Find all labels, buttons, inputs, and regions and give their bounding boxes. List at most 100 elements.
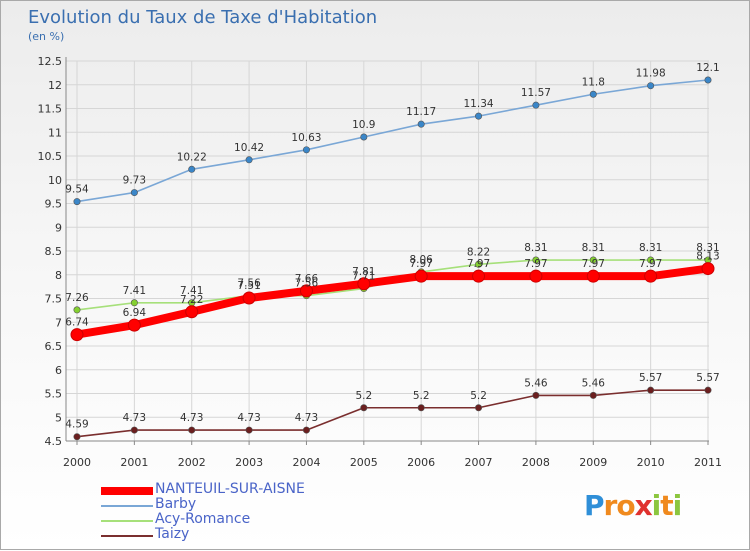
data-point xyxy=(70,328,84,342)
series-line-barby xyxy=(76,79,709,203)
x-tick-label: 2006 xyxy=(407,456,435,469)
data-point xyxy=(188,426,196,434)
data-label: 7.71 xyxy=(352,271,375,283)
logo-letter: x xyxy=(634,489,653,522)
data-point xyxy=(586,269,600,283)
series-line-taizy xyxy=(76,389,709,438)
data-label: 11.34 xyxy=(464,98,494,110)
data-label: 4.73 xyxy=(295,412,318,424)
data-point xyxy=(589,256,597,264)
data-point xyxy=(644,269,658,283)
legend-label: Acy-Romance xyxy=(155,511,251,527)
data-point xyxy=(73,433,81,441)
y-tick-label: 7 xyxy=(55,316,62,329)
data-label: 12.1 xyxy=(696,62,719,74)
data-label: 8.31 xyxy=(524,242,547,254)
data-point xyxy=(302,426,310,434)
data-label: 7.81 xyxy=(352,266,375,278)
gridlines xyxy=(66,60,709,442)
x-tick-label: 2001 xyxy=(120,456,148,469)
y-tick-label: 10.5 xyxy=(38,150,63,163)
data-label: 7.97 xyxy=(524,258,547,270)
data-label: 5.57 xyxy=(696,372,719,384)
legend-swatch xyxy=(101,520,153,522)
x-tick-label: 2002 xyxy=(178,456,206,469)
chart-title: Evolution du Taux de Taxe d'Habitation xyxy=(28,7,378,28)
data-point xyxy=(532,391,540,399)
logo-letter: i xyxy=(672,489,683,522)
y-tick-label: 8.5 xyxy=(45,245,63,258)
data-point xyxy=(357,277,371,291)
logo-letter: P xyxy=(584,489,605,522)
data-label: 11.17 xyxy=(406,106,436,118)
data-label: 10.63 xyxy=(291,132,321,144)
data-point xyxy=(475,404,483,412)
data-label: 5.46 xyxy=(582,377,606,389)
data-point xyxy=(529,269,543,283)
data-point xyxy=(130,299,138,307)
data-label: 8.22 xyxy=(467,246,490,258)
data-label: 11.98 xyxy=(636,68,666,80)
data-point xyxy=(245,156,253,164)
data-label: 7.97 xyxy=(409,258,432,270)
y-tick-label: 9.5 xyxy=(45,198,63,211)
data-label: 7.56 xyxy=(237,278,261,290)
data-point xyxy=(647,256,655,264)
data-label: 11.8 xyxy=(582,76,605,88)
data-label: 8.31 xyxy=(639,242,662,254)
data-label: 9.54 xyxy=(65,184,89,196)
x-tick-label: 2004 xyxy=(292,456,320,469)
data-label: 4.73 xyxy=(237,412,260,424)
y-tick-label: 12.5 xyxy=(38,55,63,68)
data-label: 8.31 xyxy=(582,242,605,254)
data-point xyxy=(73,198,81,206)
y-tick-label: 11 xyxy=(48,126,62,139)
data-label: 5.2 xyxy=(355,390,372,402)
data-label: 9.73 xyxy=(123,175,146,187)
data-point xyxy=(242,291,256,305)
y-tick-label: 12 xyxy=(48,79,62,92)
data-point xyxy=(360,133,368,141)
data-point xyxy=(414,269,428,283)
y-tick-label: 9 xyxy=(55,221,62,234)
x-tick-label: 2005 xyxy=(350,456,378,469)
data-point xyxy=(701,262,715,276)
data-label: 11.57 xyxy=(521,87,551,99)
data-label: 7.22 xyxy=(180,294,203,306)
series-line-nanteuil-sur-aisne xyxy=(73,264,712,339)
data-label: 7.97 xyxy=(582,258,605,270)
y-tick-label: 5.5 xyxy=(45,388,63,401)
legend-label: NANTEUIL-SUR-AISNE xyxy=(155,481,305,497)
data-point xyxy=(417,404,425,412)
data-label: 8.31 xyxy=(696,242,719,254)
x-tick-label: 2003 xyxy=(235,456,263,469)
logo-letter: o xyxy=(616,489,635,522)
y-tick-label: 5 xyxy=(55,411,62,424)
y-tick-label: 11.5 xyxy=(38,103,63,116)
data-label: 7.41 xyxy=(180,285,203,297)
data-label: 7.51 xyxy=(237,280,260,292)
legend-swatch xyxy=(101,535,153,537)
data-point xyxy=(589,90,597,98)
data-point xyxy=(475,112,483,120)
y-tick-label: 7.5 xyxy=(45,293,63,306)
data-label: 10.9 xyxy=(352,119,375,131)
series-line-acy-romance xyxy=(76,259,709,311)
data-label: 8.06 xyxy=(409,254,433,266)
data-label: 5.46 xyxy=(524,377,548,389)
data-point xyxy=(360,404,368,412)
data-label: 7.97 xyxy=(639,258,662,270)
data-label: 4.73 xyxy=(180,412,203,424)
data-point xyxy=(475,260,483,268)
data-labels: 9.54 9.73 10.22 10.42 10.63 10.9 11.17 11.34 11.… xyxy=(65,62,719,431)
logo-letter: i xyxy=(651,489,662,522)
data-point xyxy=(73,306,81,314)
legend-label: Taizy xyxy=(155,526,190,542)
data-point xyxy=(130,426,138,434)
y-tick-label: 4.5 xyxy=(45,435,63,448)
axes: 4.5 5 5.5 6 6.5 7 7.5 8 8.5 9 9.5 10 10.5 11 11.5 12 12.… xyxy=(38,55,723,469)
proxiti-logo[interactable]: Proxiti xyxy=(584,489,683,522)
data-point xyxy=(472,269,486,283)
x-tick-label: 2000 xyxy=(63,456,91,469)
